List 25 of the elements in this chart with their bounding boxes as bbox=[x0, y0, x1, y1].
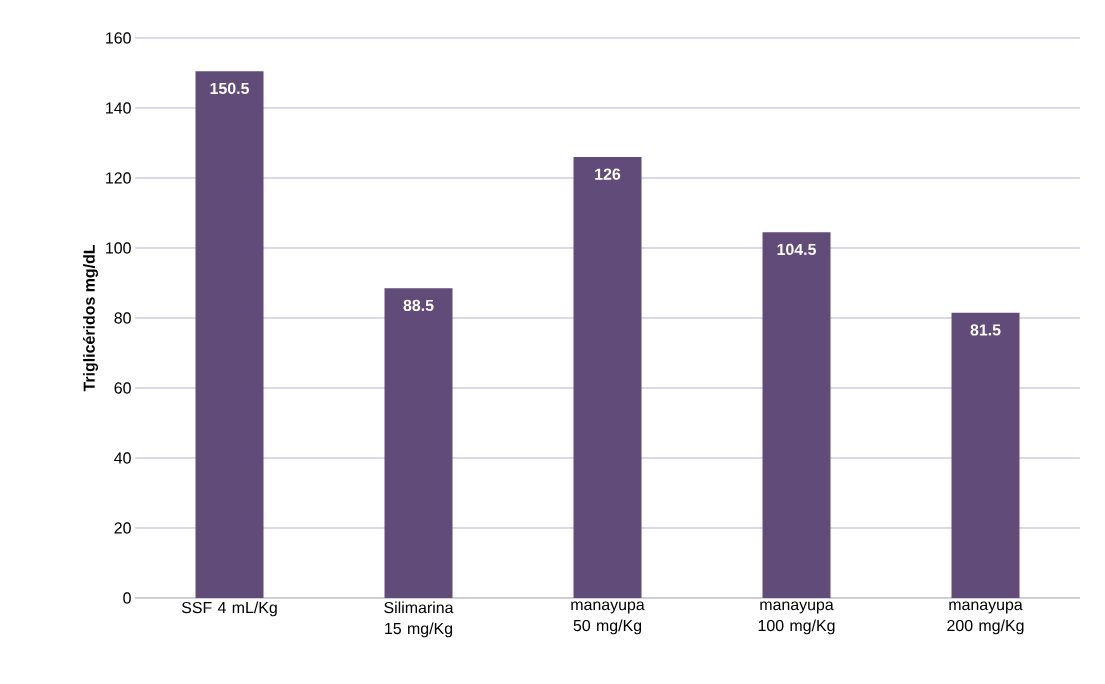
y-tick-label: 80 bbox=[114, 312, 131, 324]
y-tick-label: 40 bbox=[114, 452, 131, 464]
x-tick-label: manayupa 50 mg/Kg bbox=[571, 601, 645, 635]
x-tick-label: Silimarina 15 mg/Kg bbox=[384, 601, 454, 638]
bar bbox=[195, 71, 264, 598]
y-tick-label: 160 bbox=[106, 32, 131, 44]
bar bbox=[384, 288, 453, 598]
data-label: 104.5 bbox=[777, 243, 817, 256]
bar bbox=[573, 156, 642, 598]
y-tick-label: 0 bbox=[123, 592, 131, 604]
data-label: 150.5 bbox=[210, 82, 250, 95]
data-label: 126 bbox=[595, 168, 621, 180]
bar bbox=[951, 312, 1020, 598]
x-tick-label: SSF 4 mL/Kg bbox=[181, 601, 277, 617]
y-tick-label: 120 bbox=[106, 172, 131, 184]
bar bbox=[762, 232, 831, 598]
y-tick-label: 100 bbox=[106, 242, 131, 254]
y-tick-label: 20 bbox=[114, 522, 131, 534]
y-axis-title: Triglicéridos mg/dL bbox=[82, 244, 99, 392]
y-tick-label: 60 bbox=[114, 382, 131, 394]
y-tick-label: 140 bbox=[106, 102, 131, 114]
x-tick-label: manayupa 200 mg/Kg bbox=[947, 601, 1024, 635]
data-label: 81.5 bbox=[970, 324, 1001, 336]
x-tick-label: manayupa 100 mg/Kg bbox=[758, 601, 835, 635]
data-label: 88.5 bbox=[403, 299, 434, 312]
